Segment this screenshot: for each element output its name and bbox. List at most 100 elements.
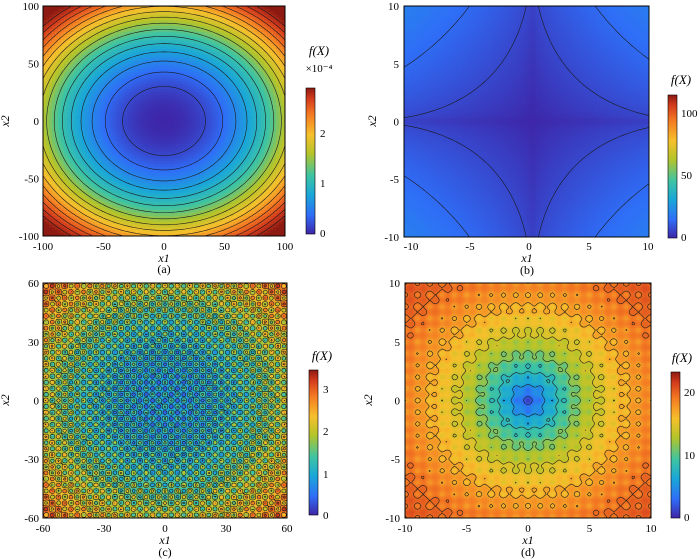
panel-a-cell — [61, 167, 65, 171]
panel-a-cell — [248, 169, 253, 174]
panel-a-cell — [154, 172, 159, 177]
panel-a-cell — [227, 86, 232, 90]
panel-a-cell — [46, 112, 50, 116]
panel-a-cell — [58, 98, 62, 102]
panel-a-cell — [215, 63, 220, 67]
panel-a-cell — [182, 141, 186, 145]
panel-a-cell — [67, 49, 71, 53]
panel-a-cell — [121, 95, 126, 99]
panel-a-cell — [236, 132, 241, 136]
panel-a-cell — [281, 106, 285, 111]
panel-a-cell — [200, 63, 204, 67]
panel-a-cell — [130, 103, 135, 108]
panel-a-cell — [209, 141, 214, 145]
panel-a-cell — [251, 40, 256, 44]
panel-a-cell — [188, 161, 192, 165]
panel-a-cell — [73, 115, 77, 119]
panel-a-cell — [64, 184, 68, 188]
panel-a-cell — [176, 46, 180, 50]
panel-a-cell — [121, 98, 126, 102]
panel-a-cell — [46, 121, 50, 125]
panel-a-cell — [157, 98, 162, 102]
panel-a-cell — [145, 146, 150, 151]
panel-a-cell — [245, 112, 250, 116]
panel-a-cell — [167, 72, 171, 76]
panel-a-cell — [79, 66, 83, 70]
panel-a-cell — [103, 135, 108, 139]
panel-a-cell — [67, 63, 71, 67]
panel-a-cell — [281, 172, 285, 177]
panel-a-cell — [197, 75, 201, 79]
panel-a-cell — [52, 95, 56, 99]
panel-a-cell — [151, 52, 156, 56]
panel-a-cell — [43, 129, 47, 134]
panel-a-cell — [118, 31, 123, 36]
panel-a-cell — [121, 172, 126, 177]
panel-a-cell — [70, 135, 74, 139]
panel-a-cell — [215, 175, 220, 180]
panel-a-cell — [218, 175, 223, 180]
panel-a-cell — [58, 57, 62, 62]
panel-a-cell — [203, 52, 207, 56]
panel-a-cell — [49, 129, 53, 134]
panel-a-cell — [191, 112, 195, 116]
panel-a-cell — [97, 43, 102, 47]
panel-a-cell — [64, 123, 68, 128]
panel-a-cell — [148, 8, 153, 13]
panel-a-cell — [215, 149, 220, 154]
panel-a-cell — [188, 31, 192, 36]
panel-a-cell — [82, 135, 86, 139]
panel-a-cell — [215, 141, 220, 145]
panel-a-cell — [151, 138, 156, 142]
panel-a-cell — [130, 132, 135, 136]
panel-a-cell — [197, 66, 201, 70]
panel-a-cell — [164, 118, 168, 122]
panel-a-cell — [121, 106, 126, 111]
panel-a-cell — [109, 146, 114, 151]
panel-a-cell — [85, 83, 89, 88]
panel-a-cell — [164, 161, 168, 165]
panel-a-cell — [64, 63, 68, 67]
panel-a-cell — [257, 29, 262, 33]
panel-a-cell — [142, 11, 147, 16]
panel-a-cell — [118, 118, 123, 122]
panel-a-cell — [73, 121, 77, 125]
panel-a-cell — [100, 106, 105, 111]
panel-a-cell — [269, 43, 274, 47]
panel-a-cell — [154, 109, 159, 113]
panel-a-cell — [85, 14, 89, 19]
panel-a-cell — [70, 23, 74, 27]
panel-a-cell — [148, 14, 153, 19]
panel-a-cell — [58, 92, 62, 96]
panel-a-cell — [275, 6, 280, 10]
panel-a-cell — [124, 126, 129, 131]
panel-a-cell — [43, 167, 47, 171]
panel-a-cell — [139, 8, 144, 13]
panel-a-cell — [218, 31, 223, 36]
panel-a-cell — [145, 40, 150, 44]
panel-a-cell — [266, 106, 271, 111]
panel-a-cell — [236, 164, 241, 168]
panel-a-cell — [46, 34, 50, 39]
panel-a-cell — [185, 123, 189, 128]
panel-a-cell — [154, 77, 159, 82]
panel-a-cell — [43, 40, 47, 44]
panel-a-cell — [91, 118, 96, 122]
panel-a-cell — [94, 49, 99, 53]
panel-a-cell — [179, 77, 183, 82]
panel-a-cell — [52, 8, 56, 13]
panel-a-cell — [218, 52, 223, 56]
panel-a-cell — [100, 40, 105, 44]
panel-a-cell — [130, 115, 135, 119]
panel-a-cell — [170, 8, 174, 13]
panel-a-cell — [109, 69, 114, 73]
panel-a-cell — [124, 155, 129, 159]
panel-a-cell — [67, 118, 71, 122]
panel-a-cell — [173, 75, 177, 79]
panel-a-cell — [251, 6, 256, 10]
panel-a-cell — [130, 34, 135, 39]
panel-a-cell — [239, 69, 244, 73]
panel-a-cell — [254, 29, 259, 33]
panel-a-cell — [254, 72, 259, 76]
panel-a-cell — [179, 89, 183, 93]
